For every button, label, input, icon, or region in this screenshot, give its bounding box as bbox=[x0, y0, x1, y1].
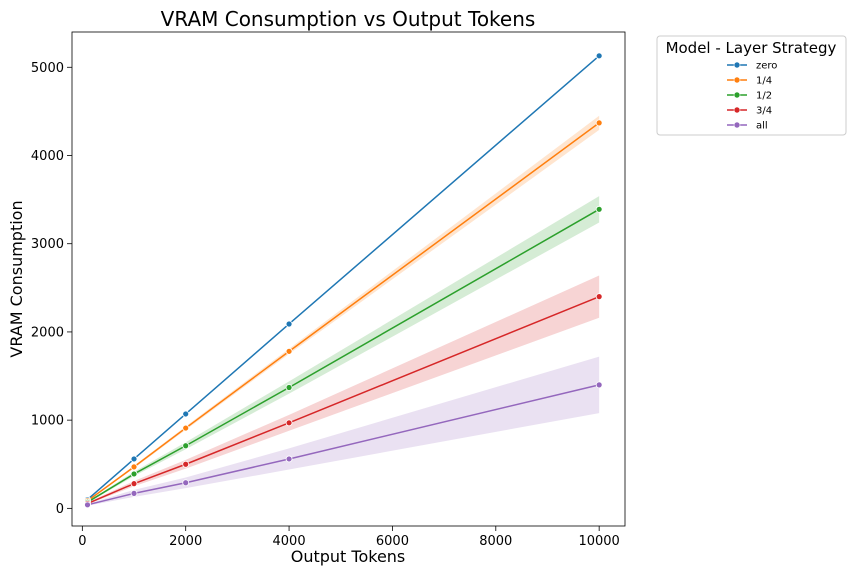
data-point bbox=[182, 424, 190, 432]
data-point bbox=[595, 205, 603, 213]
legend-marker-4 bbox=[733, 121, 741, 129]
legend-label-4: all bbox=[756, 121, 768, 132]
legend-items: zero 1/4 1/2 3/4 all bbox=[727, 61, 777, 132]
legend-marker-1 bbox=[733, 76, 741, 84]
y-tick-label: 1000 bbox=[31, 414, 64, 429]
series-points bbox=[84, 52, 603, 509]
y-tick-label: 0 bbox=[56, 502, 64, 517]
data-point bbox=[130, 463, 138, 471]
x-axis-ticks: 0 2000 4000 6000 8000 10000 bbox=[78, 526, 620, 549]
legend-marker-3 bbox=[733, 106, 741, 114]
confidence-band-1 bbox=[87, 115, 600, 502]
confidence-band-3 bbox=[87, 275, 600, 505]
x-tick-label: 2000 bbox=[169, 534, 202, 549]
legend-label-1: 1/4 bbox=[756, 76, 772, 87]
data-point bbox=[285, 455, 293, 463]
data-point bbox=[130, 489, 138, 497]
data-point bbox=[595, 119, 603, 127]
legend-label-3: 3/4 bbox=[756, 106, 772, 117]
x-tick-label: 8000 bbox=[479, 534, 512, 549]
x-tick-label: 6000 bbox=[376, 534, 409, 549]
legend-label-2: 1/2 bbox=[756, 91, 772, 102]
data-point bbox=[182, 460, 190, 468]
data-point bbox=[285, 347, 293, 355]
y-tick-label: 2000 bbox=[31, 325, 64, 340]
legend: Model - Layer Strategy zero 1/4 1/2 3/4 all bbox=[656, 35, 847, 136]
data-point bbox=[595, 293, 603, 301]
data-point bbox=[285, 419, 293, 427]
confidence-bands bbox=[87, 55, 600, 506]
data-point bbox=[285, 320, 293, 328]
x-tick-label: 4000 bbox=[273, 534, 306, 549]
y-tick-label: 4000 bbox=[31, 149, 64, 164]
data-point bbox=[182, 479, 190, 487]
x-tick-label: 10000 bbox=[578, 534, 619, 549]
legend-frame bbox=[656, 35, 847, 136]
data-point bbox=[130, 480, 138, 488]
y-tick-label: 3000 bbox=[31, 237, 64, 252]
data-point bbox=[84, 501, 91, 509]
y-axis-ticks: 0 1000 2000 3000 4000 5000 bbox=[31, 61, 72, 517]
data-point bbox=[182, 410, 190, 418]
data-point bbox=[182, 442, 190, 450]
data-point bbox=[130, 455, 138, 463]
plot-area-frame bbox=[71, 31, 626, 527]
legend-marker-2 bbox=[733, 91, 741, 99]
data-point bbox=[130, 470, 138, 478]
confidence-band-2 bbox=[87, 196, 600, 503]
confidence-band-4 bbox=[87, 356, 600, 506]
data-point bbox=[285, 384, 293, 391]
data-point bbox=[595, 52, 603, 60]
y-tick-label: 5000 bbox=[31, 61, 64, 76]
legend-label-0: zero bbox=[756, 61, 777, 72]
x-tick-label: 0 bbox=[78, 534, 86, 549]
chart-title: VRAM Consumption vs Output Tokens bbox=[161, 7, 536, 31]
x-axis-label: Output Tokens bbox=[291, 547, 406, 566]
legend-marker-0 bbox=[733, 61, 741, 69]
legend-title: Model - Layer Strategy bbox=[666, 39, 837, 57]
y-axis-label: VRAM Consumption bbox=[7, 200, 26, 357]
data-point bbox=[595, 381, 603, 389]
